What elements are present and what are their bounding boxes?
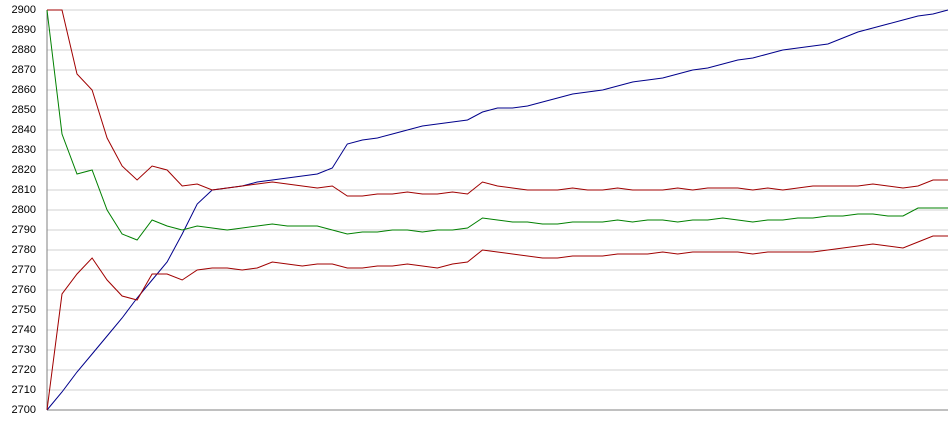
series-line xyxy=(46,235,948,411)
y-tick-label: 2830 xyxy=(12,144,36,156)
y-tick-label: 2740 xyxy=(12,324,36,336)
y-tick-label: 2860 xyxy=(12,84,36,96)
y-tick-label: 2850 xyxy=(12,104,36,116)
y-tick-label: 2700 xyxy=(12,404,36,416)
y-tick-label: 2750 xyxy=(12,304,36,316)
series-line xyxy=(46,9,948,241)
y-tick-label: 2810 xyxy=(12,184,36,196)
y-tick-label: 2780 xyxy=(12,244,36,256)
y-tick-label: 2890 xyxy=(12,24,36,36)
y-tick-label: 2870 xyxy=(12,64,36,76)
y-tick-label: 2720 xyxy=(12,364,36,376)
series-line xyxy=(46,9,949,411)
y-tick-label: 2760 xyxy=(12,284,36,296)
series-line xyxy=(47,9,948,197)
y-tick-label: 2790 xyxy=(12,224,36,236)
y-tick-label: 2840 xyxy=(12,124,36,136)
y-tick-label: 2770 xyxy=(12,264,36,276)
y-tick-label: 2820 xyxy=(12,164,36,176)
y-tick-label: 2800 xyxy=(12,204,36,216)
y-tick-label: 2900 xyxy=(12,4,36,16)
y-tick-label: 2880 xyxy=(12,44,36,56)
y-tick-label: 2710 xyxy=(12,384,36,396)
y-tick-label: 2730 xyxy=(12,344,36,356)
